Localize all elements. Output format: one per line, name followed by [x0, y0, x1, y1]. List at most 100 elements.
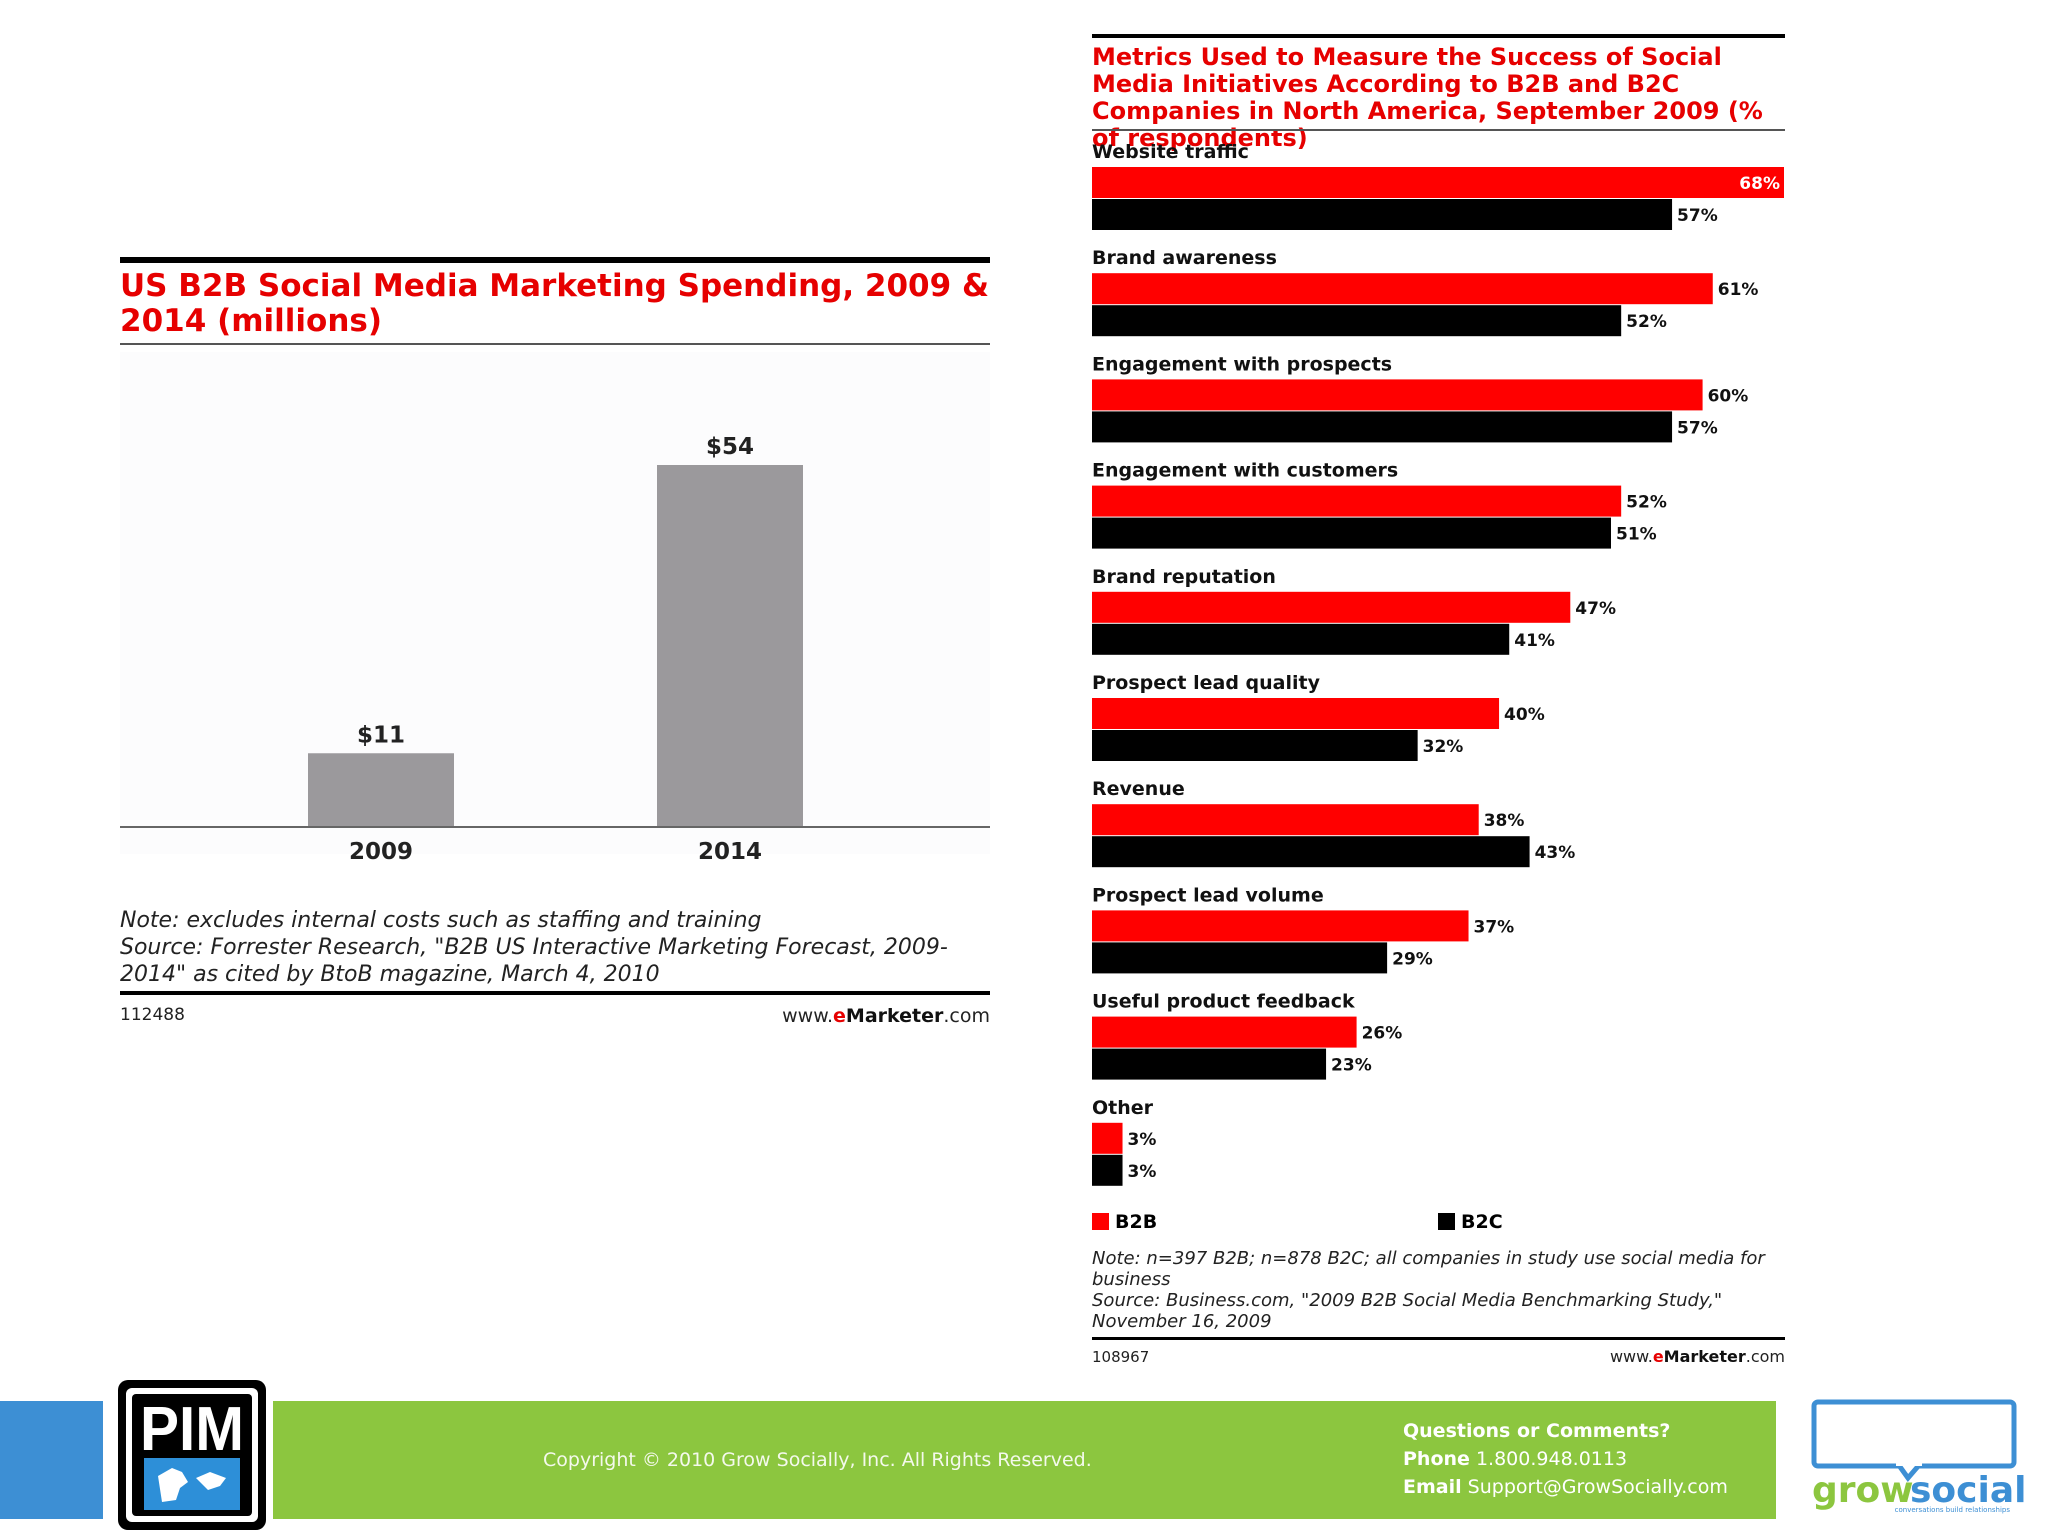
category-label: Engagement with customers — [1092, 460, 1398, 482]
bar-value-label: $54 — [706, 434, 754, 460]
legend-swatch — [1438, 1213, 1455, 1230]
spending-bars-svg: $11 2009 $54 2014 — [120, 434, 990, 865]
grow-socially-logo: grow socially conversations build relati… — [1811, 1399, 2025, 1514]
legend-swatch — [1092, 1213, 1109, 1230]
bar-b2b — [1092, 167, 1784, 198]
chart-note: Note: n=397 B2B; n=878 B2C; all companie… — [1092, 1248, 1765, 1332]
bar-b2c — [1092, 942, 1388, 974]
chart-id: 108967 — [1092, 1348, 1150, 1366]
bar-value-label: 57% — [1677, 206, 1718, 226]
legend-b2b: B2B — [1092, 1211, 1157, 1233]
bar-value-label: 38% — [1484, 811, 1525, 831]
contact-heading: Questions or Comments? — [1403, 1420, 1671, 1442]
category-label: Brand reputation — [1092, 566, 1276, 588]
bar-b2b — [1092, 273, 1713, 305]
bar-b2b — [1092, 591, 1571, 623]
spending-chart: US B2B Social Media Marketing Spending, … — [120, 257, 990, 1027]
bar-b2b — [1092, 485, 1622, 517]
bar-value-label: 51% — [1616, 525, 1657, 545]
site-suffix: .com — [1745, 1347, 1785, 1366]
bar-value-label: 52% — [1626, 493, 1667, 513]
bar-value-label: 47% — [1575, 599, 1616, 619]
category-label: Revenue — [1092, 778, 1185, 800]
emarketer-link[interactable]: www.eMarketer.com — [1610, 1347, 1785, 1366]
x-tick-label: 2014 — [698, 839, 762, 865]
bar-b2b — [1092, 804, 1479, 836]
plot-area: $11 2009 $54 2014 — [120, 352, 990, 865]
bar-value-label: 32% — [1423, 737, 1464, 757]
site-e: e — [1652, 1347, 1664, 1366]
site-prefix: www. — [782, 1005, 834, 1027]
bar-value-label: 37% — [1474, 917, 1515, 937]
category-label: Useful product feedback — [1092, 991, 1355, 1013]
site-mark: Marketer — [1663, 1347, 1746, 1366]
bar-b2b — [1092, 379, 1703, 411]
bar-b2b — [1092, 1122, 1123, 1154]
bar-b2c — [1092, 730, 1418, 761]
category-label: Website traffic — [1092, 141, 1249, 163]
pim-logo-text: PIM — [140, 1395, 244, 1464]
bar-b2c — [1092, 623, 1510, 655]
chart-bottom-rule — [120, 991, 990, 995]
site-mark: Marketer — [845, 1005, 944, 1027]
footer-blue-block — [0, 1401, 103, 1519]
email-label: Email — [1403, 1476, 1462, 1498]
bar-b2c — [1092, 517, 1611, 549]
bar-value-label: 29% — [1392, 949, 1433, 969]
bar-value-label: 40% — [1504, 705, 1545, 725]
footer-bar: Copyright © 2010 Grow Socially, Inc. All… — [273, 1401, 1776, 1519]
bar-2014 — [657, 465, 803, 827]
category-label: Brand awareness — [1092, 247, 1277, 269]
chart-top-rule — [120, 257, 990, 263]
bar-value-label: 68% — [1739, 174, 1780, 194]
chart-note: Note: excludes internal costs such as st… — [120, 908, 948, 987]
bar-b2c — [1092, 1154, 1123, 1186]
category-label: Prospect lead quality — [1092, 672, 1321, 694]
bar-value-label: 3% — [1128, 1130, 1157, 1150]
legend-b2c: B2C — [1438, 1211, 1503, 1233]
metrics-chart: Metrics Used to Measure the Success of S… — [1092, 34, 1785, 1374]
legend-label: B2C — [1461, 1211, 1503, 1233]
site-suffix: .com — [943, 1005, 990, 1027]
bar-value-label: $11 — [357, 722, 405, 748]
bar-b2b — [1092, 910, 1469, 942]
bar-b2c — [1092, 305, 1622, 337]
bar-value-label: 52% — [1626, 312, 1667, 332]
title-rule — [120, 343, 990, 345]
chart-top-rule — [1092, 34, 1785, 38]
bar-value-label: 26% — [1362, 1024, 1403, 1044]
bar-value-label: 43% — [1535, 843, 1576, 863]
chart-title: US B2B Social Media Marketing Spending, … — [120, 268, 989, 339]
copyright-text: Copyright © 2010 Grow Socially, Inc. All… — [543, 1449, 1092, 1471]
phone-label: Phone — [1403, 1448, 1470, 1470]
logo-tagline: conversations build relationships — [1895, 1506, 2011, 1514]
site-prefix: www. — [1609, 1347, 1653, 1366]
bar-value-label: 60% — [1708, 386, 1749, 406]
chart-bottom-rule — [1092, 1337, 1785, 1340]
bar-b2c — [1092, 411, 1673, 443]
category-label: Prospect lead volume — [1092, 884, 1324, 906]
legend-label: B2B — [1115, 1211, 1158, 1233]
bar-b2c — [1092, 1048, 1327, 1080]
title-rule — [1092, 129, 1785, 131]
pim-logo: PIM — [118, 1380, 266, 1530]
chart-id: 112488 — [120, 1005, 185, 1025]
emarketer-link[interactable]: www.eMarketer.com — [782, 1005, 990, 1027]
bar-value-label: 41% — [1514, 631, 1555, 651]
grow-word: grow — [1812, 1470, 1914, 1511]
bar-b2c — [1092, 199, 1673, 230]
email-address[interactable]: Support@GrowSocially.com — [1467, 1476, 1728, 1498]
bar-value-label: 3% — [1128, 1162, 1157, 1182]
bar-b2c — [1092, 836, 1530, 868]
metrics-bars-svg: Website traffic 68% 57% Brand awareness 61% 5… — [1092, 141, 1784, 1186]
bar-value-label: 23% — [1331, 1056, 1372, 1076]
bar-b2b — [1092, 698, 1500, 729]
x-tick-label: 2009 — [349, 839, 413, 865]
bar-b2b — [1092, 1016, 1357, 1048]
phone-number[interactable]: 1.800.948.0113 — [1475, 1448, 1628, 1470]
bar-value-label: 61% — [1718, 280, 1759, 300]
category-label: Engagement with prospects — [1092, 353, 1392, 375]
bar-value-label: 57% — [1677, 418, 1718, 438]
site-e: e — [833, 1005, 846, 1027]
socially-word: socially — [1910, 1470, 2025, 1511]
